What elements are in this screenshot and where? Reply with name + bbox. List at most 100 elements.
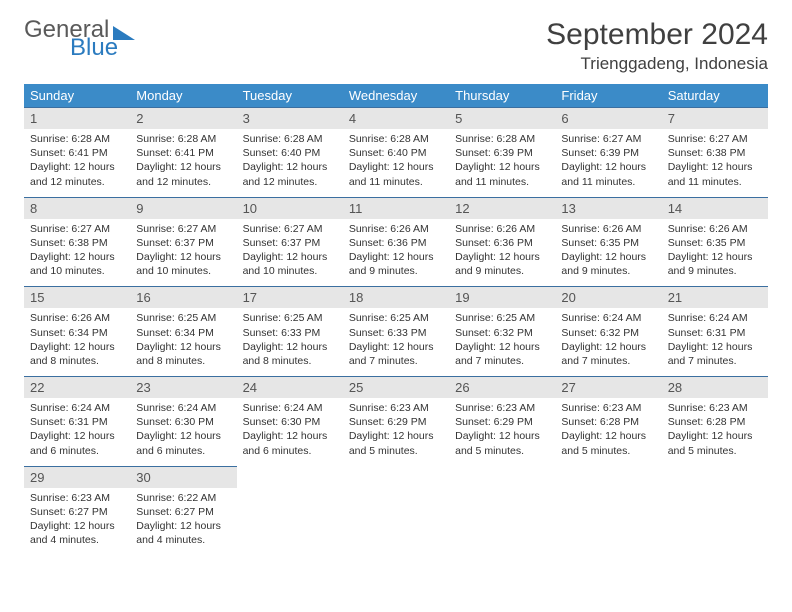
calendar-day-cell: 6Sunrise: 6:27 AMSunset: 6:39 PMDaylight… — [555, 108, 661, 198]
day-info: Sunrise: 6:27 AMSunset: 6:39 PMDaylight:… — [555, 129, 661, 197]
month-title: September 2024 — [546, 18, 768, 52]
header: General Blue September 2024 Trienggadeng… — [24, 18, 768, 74]
day-info: Sunrise: 6:27 AMSunset: 6:38 PMDaylight:… — [24, 219, 130, 287]
day-number: 10 — [237, 198, 343, 219]
day-info: Sunrise: 6:24 AMSunset: 6:31 PMDaylight:… — [24, 398, 130, 466]
weekday-header-cell: Wednesday — [343, 84, 449, 108]
day-info: Sunrise: 6:28 AMSunset: 6:39 PMDaylight:… — [449, 129, 555, 197]
day-number: 17 — [237, 287, 343, 308]
calendar-day-cell: 29Sunrise: 6:23 AMSunset: 6:27 PMDayligh… — [24, 466, 130, 555]
day-info: Sunrise: 6:27 AMSunset: 6:37 PMDaylight:… — [130, 219, 236, 287]
calendar-week-row: 8Sunrise: 6:27 AMSunset: 6:38 PMDaylight… — [24, 197, 768, 287]
day-info: Sunrise: 6:24 AMSunset: 6:30 PMDaylight:… — [237, 398, 343, 466]
calendar-day-cell: 11Sunrise: 6:26 AMSunset: 6:36 PMDayligh… — [343, 197, 449, 287]
day-number: 15 — [24, 287, 130, 308]
weekday-header-cell: Sunday — [24, 84, 130, 108]
empty-cell — [237, 466, 343, 555]
calendar-day-cell: 23Sunrise: 6:24 AMSunset: 6:30 PMDayligh… — [130, 377, 236, 467]
day-info: Sunrise: 6:28 AMSunset: 6:40 PMDaylight:… — [237, 129, 343, 197]
weekday-header-row: SundayMondayTuesdayWednesdayThursdayFrid… — [24, 84, 768, 108]
day-info: Sunrise: 6:26 AMSunset: 6:35 PMDaylight:… — [662, 219, 768, 287]
calendar-day-cell: 27Sunrise: 6:23 AMSunset: 6:28 PMDayligh… — [555, 377, 661, 467]
day-number: 23 — [130, 377, 236, 398]
day-number: 1 — [24, 108, 130, 129]
empty-cell — [662, 466, 768, 555]
weekday-header-cell: Thursday — [449, 84, 555, 108]
calendar-day-cell: 5Sunrise: 6:28 AMSunset: 6:39 PMDaylight… — [449, 108, 555, 198]
calendar-week-row: 15Sunrise: 6:26 AMSunset: 6:34 PMDayligh… — [24, 287, 768, 377]
calendar-day-cell: 18Sunrise: 6:25 AMSunset: 6:33 PMDayligh… — [343, 287, 449, 377]
calendar-day-cell: 24Sunrise: 6:24 AMSunset: 6:30 PMDayligh… — [237, 377, 343, 467]
day-number: 18 — [343, 287, 449, 308]
calendar-day-cell: 3Sunrise: 6:28 AMSunset: 6:40 PMDaylight… — [237, 108, 343, 198]
day-info: Sunrise: 6:24 AMSunset: 6:31 PMDaylight:… — [662, 308, 768, 376]
day-number: 30 — [130, 467, 236, 488]
day-number: 27 — [555, 377, 661, 398]
calendar-week-row: 1Sunrise: 6:28 AMSunset: 6:41 PMDaylight… — [24, 108, 768, 198]
calendar-day-cell: 19Sunrise: 6:25 AMSunset: 6:32 PMDayligh… — [449, 287, 555, 377]
day-info: Sunrise: 6:26 AMSunset: 6:35 PMDaylight:… — [555, 219, 661, 287]
day-info: Sunrise: 6:23 AMSunset: 6:29 PMDaylight:… — [343, 398, 449, 466]
day-number: 26 — [449, 377, 555, 398]
day-number: 12 — [449, 198, 555, 219]
day-number: 20 — [555, 287, 661, 308]
day-info: Sunrise: 6:27 AMSunset: 6:37 PMDaylight:… — [237, 219, 343, 287]
calendar-day-cell: 7Sunrise: 6:27 AMSunset: 6:38 PMDaylight… — [662, 108, 768, 198]
calendar-day-cell: 28Sunrise: 6:23 AMSunset: 6:28 PMDayligh… — [662, 377, 768, 467]
weekday-header-cell: Tuesday — [237, 84, 343, 108]
day-info: Sunrise: 6:26 AMSunset: 6:34 PMDaylight:… — [24, 308, 130, 376]
day-info: Sunrise: 6:24 AMSunset: 6:30 PMDaylight:… — [130, 398, 236, 466]
day-info: Sunrise: 6:25 AMSunset: 6:32 PMDaylight:… — [449, 308, 555, 376]
calendar-day-cell: 15Sunrise: 6:26 AMSunset: 6:34 PMDayligh… — [24, 287, 130, 377]
day-info: Sunrise: 6:23 AMSunset: 6:29 PMDaylight:… — [449, 398, 555, 466]
day-number: 14 — [662, 198, 768, 219]
day-info: Sunrise: 6:27 AMSunset: 6:38 PMDaylight:… — [662, 129, 768, 197]
day-info: Sunrise: 6:23 AMSunset: 6:28 PMDaylight:… — [662, 398, 768, 466]
calendar-day-cell: 30Sunrise: 6:22 AMSunset: 6:27 PMDayligh… — [130, 466, 236, 555]
empty-cell — [555, 466, 661, 555]
day-number: 28 — [662, 377, 768, 398]
day-number: 21 — [662, 287, 768, 308]
title-block: September 2024 Trienggadeng, Indonesia — [546, 18, 768, 74]
day-number: 19 — [449, 287, 555, 308]
day-number: 25 — [343, 377, 449, 398]
calendar-day-cell: 26Sunrise: 6:23 AMSunset: 6:29 PMDayligh… — [449, 377, 555, 467]
brand-logo: General Blue — [24, 18, 135, 60]
weekday-header-cell: Friday — [555, 84, 661, 108]
day-number: 3 — [237, 108, 343, 129]
calendar-day-cell: 17Sunrise: 6:25 AMSunset: 6:33 PMDayligh… — [237, 287, 343, 377]
location-label: Trienggadeng, Indonesia — [546, 54, 768, 74]
calendar-day-cell: 22Sunrise: 6:24 AMSunset: 6:31 PMDayligh… — [24, 377, 130, 467]
weekday-header-cell: Monday — [130, 84, 236, 108]
day-number: 2 — [130, 108, 236, 129]
day-info: Sunrise: 6:23 AMSunset: 6:27 PMDaylight:… — [24, 488, 130, 556]
calendar-day-cell: 21Sunrise: 6:24 AMSunset: 6:31 PMDayligh… — [662, 287, 768, 377]
calendar-week-row: 22Sunrise: 6:24 AMSunset: 6:31 PMDayligh… — [24, 377, 768, 467]
calendar-day-cell: 2Sunrise: 6:28 AMSunset: 6:41 PMDaylight… — [130, 108, 236, 198]
day-number: 9 — [130, 198, 236, 219]
day-info: Sunrise: 6:23 AMSunset: 6:28 PMDaylight:… — [555, 398, 661, 466]
day-number: 24 — [237, 377, 343, 398]
day-number: 6 — [555, 108, 661, 129]
day-info: Sunrise: 6:28 AMSunset: 6:41 PMDaylight:… — [24, 129, 130, 197]
day-info: Sunrise: 6:24 AMSunset: 6:32 PMDaylight:… — [555, 308, 661, 376]
calendar-day-cell: 16Sunrise: 6:25 AMSunset: 6:34 PMDayligh… — [130, 287, 236, 377]
day-info: Sunrise: 6:25 AMSunset: 6:33 PMDaylight:… — [237, 308, 343, 376]
calendar-day-cell: 25Sunrise: 6:23 AMSunset: 6:29 PMDayligh… — [343, 377, 449, 467]
day-info: Sunrise: 6:22 AMSunset: 6:27 PMDaylight:… — [130, 488, 236, 556]
day-number: 4 — [343, 108, 449, 129]
brand-word2: Blue — [70, 36, 135, 60]
day-number: 8 — [24, 198, 130, 219]
day-number: 22 — [24, 377, 130, 398]
day-number: 7 — [662, 108, 768, 129]
calendar-day-cell: 9Sunrise: 6:27 AMSunset: 6:37 PMDaylight… — [130, 197, 236, 287]
day-number: 5 — [449, 108, 555, 129]
calendar-day-cell: 13Sunrise: 6:26 AMSunset: 6:35 PMDayligh… — [555, 197, 661, 287]
day-info: Sunrise: 6:26 AMSunset: 6:36 PMDaylight:… — [449, 219, 555, 287]
day-number: 13 — [555, 198, 661, 219]
calendar-day-cell: 4Sunrise: 6:28 AMSunset: 6:40 PMDaylight… — [343, 108, 449, 198]
day-info: Sunrise: 6:25 AMSunset: 6:34 PMDaylight:… — [130, 308, 236, 376]
day-number: 16 — [130, 287, 236, 308]
day-info: Sunrise: 6:26 AMSunset: 6:36 PMDaylight:… — [343, 219, 449, 287]
calendar-table: SundayMondayTuesdayWednesdayThursdayFrid… — [24, 84, 768, 555]
